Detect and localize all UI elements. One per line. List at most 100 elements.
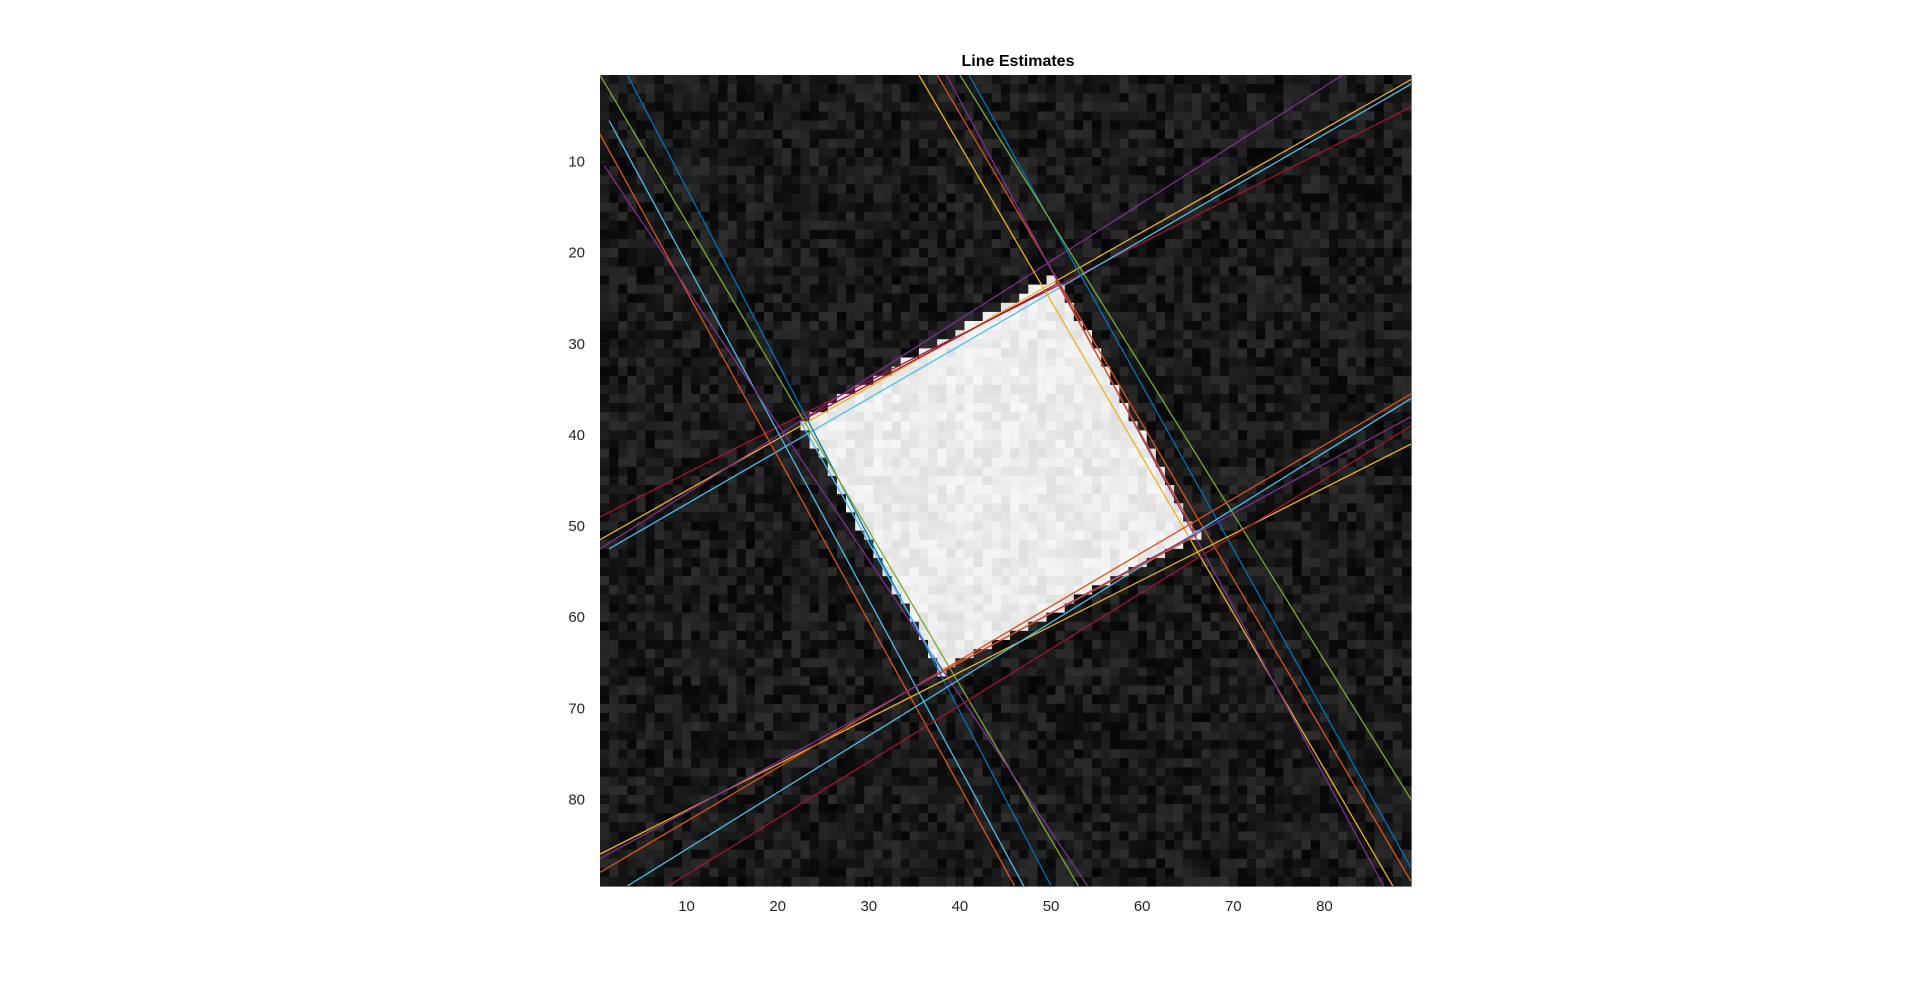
image-pixel [991,193,1002,204]
image-pixel [700,421,710,431]
image-pixel [773,266,783,277]
image-pixel [955,266,966,277]
image-pixel [1228,457,1239,468]
image-pixel [891,220,902,231]
image-pixel [1055,220,1066,231]
image-pixel [636,339,647,349]
image-pixel [928,576,938,586]
image-pixel [1401,302,1412,313]
image-pixel [1265,111,1275,122]
image-pixel [1328,321,1339,331]
image-pixel [1283,202,1294,213]
image-pixel [973,266,984,277]
image-pixel [1201,321,1212,331]
image-pixel [1246,275,1257,286]
image-pixel [1028,439,1038,450]
image-pixel [836,421,847,431]
image-pixel [636,266,647,277]
image-pixel [663,93,674,103]
image-pixel [1256,485,1266,495]
image-pixel [736,330,747,340]
image-pixel [1319,202,1330,213]
image-pixel [946,184,956,195]
image-pixel [691,457,701,468]
image-pixel [754,293,765,304]
image-pixel [645,102,656,113]
image-pixel [909,120,920,131]
image-pixel [1146,503,1157,513]
image-pixel [955,220,966,231]
image-pixel [1374,147,1385,158]
image-pixel [1174,375,1184,386]
image-pixel [709,211,720,222]
image-pixel [764,393,774,404]
image-pixel [1237,393,1248,404]
image-pixel [654,375,665,386]
image-pixel [900,202,911,213]
image-pixel [1155,439,1166,450]
image-pixel [1292,494,1303,504]
image-pixel [1019,375,1029,386]
image-pixel [1000,175,1011,185]
image-pixel [873,548,884,559]
image-pixel [1064,412,1075,422]
image-pixel [1010,184,1020,195]
image-pixel [964,257,975,267]
image-pixel [1246,403,1257,413]
image-pixel [1356,166,1367,176]
image-pixel [1146,375,1157,386]
image-pixel [618,412,628,422]
image-pixel [1347,257,1357,267]
image-pixel [700,357,710,368]
image-pixel [1164,366,1175,377]
image-pixel [809,229,820,240]
image-pixel [1237,166,1248,176]
image-pixel [618,421,628,431]
image-pixel [709,220,720,231]
image-pixel [1037,75,1048,85]
image-pixel [1010,239,1020,249]
image-pixel [1356,393,1367,404]
image-pixel [1082,530,1093,541]
image-pixel [627,211,638,222]
image-pixel [1119,485,1130,495]
image-pixel [1338,321,1348,331]
image-pixel [782,120,792,131]
image-pixel [745,111,756,122]
image-pixel [1201,275,1212,286]
image-pixel [1183,567,1193,577]
image-pixel [918,220,929,231]
image-pixel [846,330,856,340]
image-pixel [627,503,638,513]
image-pixel [964,120,975,131]
image-pixel [1110,475,1120,486]
image-pixel [1073,275,1084,286]
image-pixel [600,384,610,395]
image-pixel [1028,120,1038,131]
image-pixel [809,348,820,359]
image-pixel [1064,175,1075,185]
image-pixel [1274,348,1285,359]
image-pixel [955,93,966,103]
image-pixel [618,102,628,113]
image-pixel [1283,384,1294,395]
image-pixel [709,339,720,349]
image-pixel [1338,521,1348,532]
image-pixel [1028,166,1038,176]
image-pixel [1237,466,1248,477]
image-pixel [764,229,774,240]
image-pixel [818,239,829,249]
image-pixel [672,102,683,113]
image-pixel [1374,184,1385,195]
image-pixel [1028,239,1038,249]
image-pixel [928,512,938,523]
image-pixel [1228,357,1239,368]
image-pixel [928,75,938,85]
image-pixel [1392,403,1403,413]
image-pixel [836,120,847,131]
image-pixel [764,84,774,94]
image-pixel [773,193,783,204]
image-pixel [1301,284,1312,295]
image-pixel [836,248,847,258]
image-pixel [955,439,966,450]
